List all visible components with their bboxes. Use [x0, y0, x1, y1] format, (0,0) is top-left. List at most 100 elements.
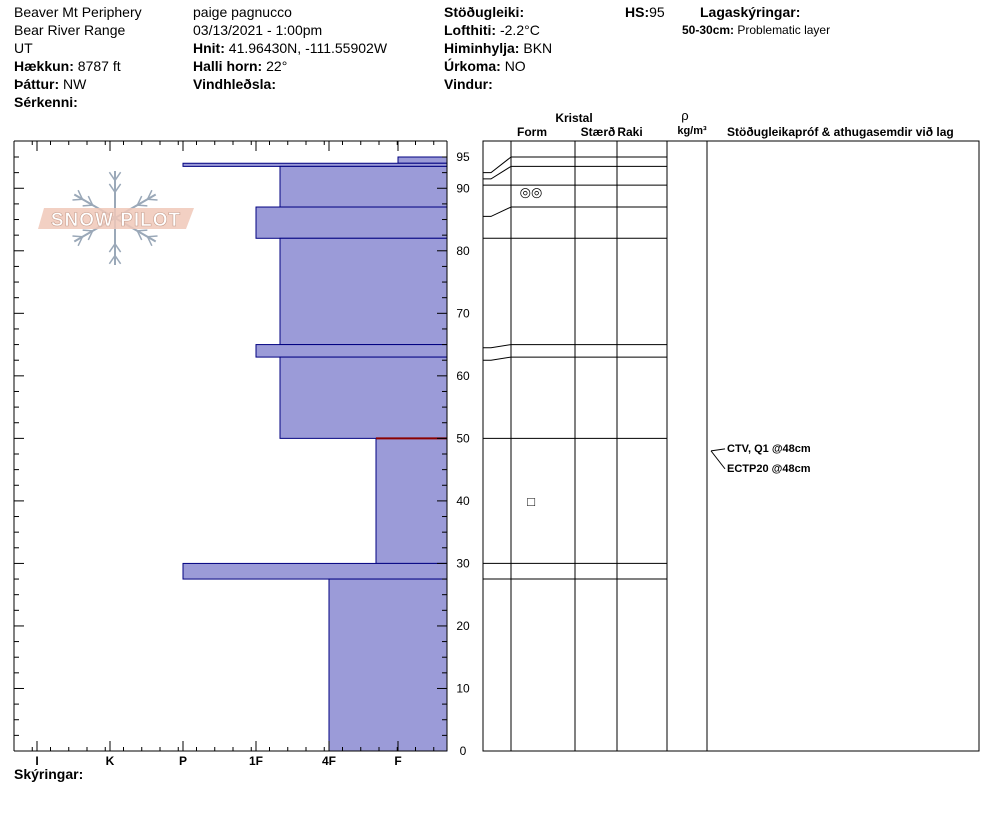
layers-label: Lagaskýringar:	[700, 4, 801, 20]
aspect-label: Þáttur:	[14, 76, 60, 92]
layer-connector	[483, 156, 512, 174]
hardness-layer-bar	[279, 165, 448, 208]
snow-height: HS:95	[625, 3, 665, 21]
air-temp-label: Lofthiti:	[444, 22, 497, 38]
aspect-value: NW	[63, 76, 87, 92]
hardness-tick-label: 4F	[322, 754, 336, 768]
snowflake-branch	[72, 198, 83, 201]
depth-tick-label: 10	[456, 681, 470, 695]
sky-cover: Himinhylja: BKN	[444, 39, 552, 57]
snowflake-branch	[108, 243, 116, 253]
features-label: Sérkenni:	[14, 94, 78, 110]
moisture-header: Raki	[617, 125, 642, 139]
coords-value: 41.96430N, -111.55902W	[228, 40, 388, 56]
tests-header: Stöðugleikapróf & athugasemdir við lag	[727, 125, 954, 139]
hardness-tick-label: 1F	[249, 754, 263, 768]
snowflake-branch	[108, 255, 116, 265]
hardness-layer-bar	[328, 578, 448, 752]
depth-tick-label: 40	[456, 494, 470, 508]
test-pointer	[710, 448, 726, 452]
size-header: Stærð	[581, 125, 616, 139]
slope-label: Halli horn:	[193, 58, 263, 74]
snowflake-branch	[108, 171, 116, 181]
snowflake-branch	[114, 171, 122, 181]
depth-axis: 0 10 20 30 40 50 60 70 80 90 95	[14, 150, 470, 758]
problem-layer-text: Problematic layer	[737, 23, 831, 37]
wind-label: Vindur:	[444, 76, 493, 92]
hardness-tick-label: K	[106, 754, 115, 768]
hs-label: HS:	[625, 4, 650, 20]
snowflake-branch	[82, 204, 93, 207]
hardness-layer-bar	[255, 206, 448, 239]
hs-value: 95	[649, 4, 665, 20]
wind-loading: Vindhleðsla:	[193, 75, 276, 93]
air-temp-value: -2.2°C	[499, 22, 540, 38]
hardness-layer-bar	[375, 437, 448, 564]
observer-name: paige pagnucco	[193, 4, 292, 20]
precip-label: Úrkoma:	[444, 58, 501, 74]
table-frame	[482, 140, 980, 752]
hardness-layer-bar	[255, 344, 448, 358]
grain-form-symbol: □	[527, 494, 535, 509]
layer-connector	[483, 206, 512, 217]
aspect: Þáttur: NW	[14, 75, 86, 93]
range-name: Bear River Range	[14, 22, 126, 38]
column-headers: Kristal Form Stærð Raki ρ kg/m³ Stöðugleikapró…	[517, 108, 954, 139]
stability-test-label: ECTP20 @48cm	[727, 463, 811, 475]
wind: Vindur:	[444, 75, 493, 93]
snowflake-branch	[77, 189, 84, 200]
logo-banner	[38, 208, 194, 229]
snowflake-branch	[87, 230, 94, 241]
wind-loading-label: Vindhleðsla:	[193, 76, 276, 92]
features: Sérkenni:	[14, 93, 78, 111]
elevation-label: Hækkun:	[14, 58, 74, 74]
layer-connector	[483, 344, 512, 349]
snowflake-branch	[114, 255, 122, 265]
snowflake-branch	[137, 229, 148, 232]
snowflake-branch	[136, 230, 143, 241]
snowflake-branch	[82, 229, 93, 232]
elevation: Hækkun: 8787 ft	[14, 57, 121, 75]
grain-form-symbol: ◎◎	[520, 184, 543, 199]
depth-tick-label: 0	[460, 744, 467, 758]
depth-tick-label: 50	[456, 431, 470, 445]
snowflake-branch	[137, 204, 148, 207]
hardness-tick-label: P	[179, 754, 187, 768]
slope-angle: Halli horn: 22°	[193, 57, 287, 75]
density-symbol: ρ	[681, 108, 688, 123]
problem-layer-note: 50-30cm: Problematic layer	[682, 22, 830, 38]
depth-tick-label: 20	[456, 619, 470, 633]
depth-tick-label: 60	[456, 369, 470, 383]
stability: Stöðugleiki:	[444, 3, 524, 21]
slope-value: 22°	[266, 58, 288, 74]
precipitation: Úrkoma: NO	[444, 57, 526, 75]
snowflake-branch	[72, 235, 83, 238]
depth-tick-label: 70	[456, 306, 470, 320]
depth-tick-label: 30	[456, 556, 470, 570]
air-temp: Lofthiti: -2.2°C	[444, 21, 540, 39]
snowflake-branch	[87, 195, 94, 206]
problem-layer-label: 50-30cm:	[682, 23, 735, 37]
form-header: Form	[517, 125, 547, 139]
hardness-layer-bar	[279, 237, 448, 346]
snowflake-branch	[146, 236, 153, 247]
layer-connector	[483, 356, 512, 361]
hardness-layer-bar	[279, 356, 448, 439]
precip-value: NO	[504, 58, 526, 74]
snowflake-branch	[108, 183, 116, 193]
sky-value: BKN	[523, 40, 553, 56]
legend: Skýringar:	[14, 765, 83, 783]
state-name: UT	[14, 40, 33, 56]
stability-tests: CTV, Q1 @48cm ECTP20 @48cm	[710, 443, 811, 475]
snowflake-branch	[147, 235, 158, 238]
snowflake-branch	[77, 236, 84, 247]
layer-notes: Lagaskýringar:	[700, 3, 800, 21]
stability-test-label: CTV, Q1 @48cm	[727, 443, 811, 455]
sky-label: Himinhylja:	[444, 40, 520, 56]
location-name: Beaver Mt Periphery	[14, 4, 142, 20]
depth-tick-label: 80	[456, 244, 470, 258]
hardness-tick-label: F	[394, 754, 401, 768]
snowpilot-logo: SNOW PILOT	[38, 171, 194, 265]
depth-tick-label: 95	[456, 150, 470, 164]
